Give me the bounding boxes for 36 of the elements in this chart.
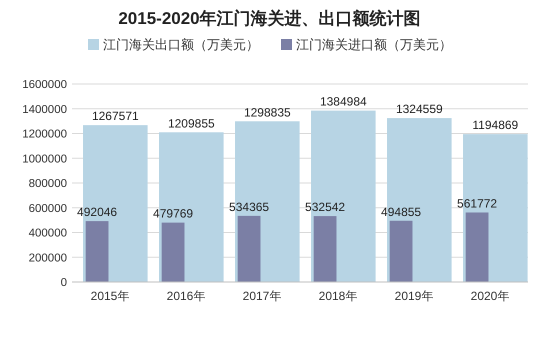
y-tick-label: 600000	[28, 202, 67, 215]
data-label: 534365	[229, 200, 270, 214]
data-label: 1298835	[244, 105, 292, 120]
x-tick-label: 2018年	[318, 289, 358, 303]
x-tick-label: 2020年	[470, 289, 510, 303]
data-label: 532542	[305, 200, 346, 214]
x-tick-label: 2017年	[242, 289, 282, 303]
bar	[162, 222, 184, 282]
x-tick-label: 2016年	[166, 289, 206, 303]
y-tick-label: 400000	[28, 228, 67, 240]
bar	[466, 212, 488, 282]
y-tick-label: 0	[60, 277, 67, 289]
y-tick-label: 200000	[28, 252, 67, 264]
legend-label: 江门海关进口额（万美元）	[296, 37, 452, 52]
data-label: 492046	[77, 205, 118, 220]
data-label: 1384984	[320, 94, 368, 109]
x-tick-label: 2019年	[394, 289, 434, 303]
bar	[314, 216, 336, 282]
y-tick-label: 1600000	[22, 79, 67, 91]
chart-title: 2015-2020年江门海关进、出口额统计图	[118, 9, 421, 28]
y-tick-label: 1000000	[22, 153, 67, 166]
bar	[238, 216, 260, 282]
bar	[86, 221, 108, 282]
data-label: 1267571	[92, 109, 140, 124]
bar	[390, 220, 412, 282]
y-tick-label: 1200000	[22, 128, 67, 140]
y-tick-label: 1400000	[22, 104, 67, 116]
data-label: 1324559	[396, 102, 444, 116]
data-label: 494855	[381, 204, 422, 219]
x-tick-label: 2015年	[90, 289, 130, 303]
data-label: 479769	[153, 206, 194, 221]
legend-label: 江门海关出口额（万美元）	[103, 37, 259, 52]
y-tick-label: 800000	[28, 178, 67, 190]
data-label: 1194869	[472, 118, 519, 132]
data-label: 1209855	[168, 116, 216, 130]
data-label: 561772	[457, 196, 498, 210]
